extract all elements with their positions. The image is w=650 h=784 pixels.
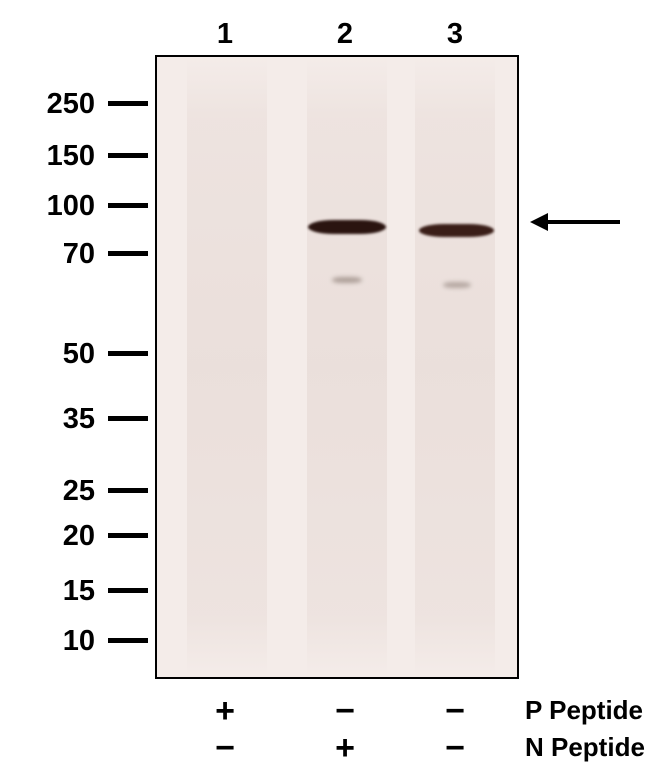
- mw-label-100: 100: [15, 190, 95, 223]
- band-lane2-faint: [332, 277, 362, 283]
- mw-tick-20: [108, 533, 148, 538]
- band-lane3-main: [419, 224, 494, 237]
- lane-label-1: 1: [210, 18, 240, 51]
- blot-membrane: [155, 55, 519, 679]
- mw-label-25: 25: [15, 475, 95, 508]
- mw-label-15: 15: [15, 575, 95, 608]
- cond-p-lane3: −: [435, 692, 475, 731]
- band-lane3-faint: [443, 282, 471, 288]
- mw-tick-70: [108, 251, 148, 256]
- mw-tick-50: [108, 351, 148, 356]
- lane-smear-1: [187, 57, 267, 677]
- lane-label-2: 2: [330, 18, 360, 51]
- mw-label-35: 35: [15, 403, 95, 436]
- mw-tick-250: [108, 101, 148, 106]
- cond-n-label: N Peptide: [525, 732, 645, 763]
- cond-p-label: P Peptide: [525, 695, 643, 726]
- mw-tick-35: [108, 416, 148, 421]
- mw-tick-100: [108, 203, 148, 208]
- mw-label-250: 250: [15, 88, 95, 121]
- target-arrow-shaft: [548, 220, 620, 224]
- mw-tick-25: [108, 488, 148, 493]
- mw-tick-150: [108, 153, 148, 158]
- cond-p-lane2: −: [325, 692, 365, 731]
- mw-label-70: 70: [15, 238, 95, 271]
- band-lane2-main: [308, 220, 386, 234]
- cond-n-lane1: −: [205, 729, 245, 768]
- mw-label-20: 20: [15, 520, 95, 553]
- lane-smear-2: [307, 57, 387, 677]
- lane-label-3: 3: [440, 18, 470, 51]
- cond-n-lane3: −: [435, 729, 475, 768]
- cond-n-lane2: +: [325, 729, 365, 768]
- lane-smear-3: [415, 57, 495, 677]
- mw-label-50: 50: [15, 338, 95, 371]
- mw-label-10: 10: [15, 625, 95, 658]
- cond-p-lane1: +: [205, 692, 245, 731]
- mw-tick-10: [108, 638, 148, 643]
- target-arrow-head: [530, 213, 548, 231]
- mw-tick-15: [108, 588, 148, 593]
- western-blot-figure: { "figure": { "type": "western-blot", "c…: [0, 0, 650, 784]
- mw-label-150: 150: [15, 140, 95, 173]
